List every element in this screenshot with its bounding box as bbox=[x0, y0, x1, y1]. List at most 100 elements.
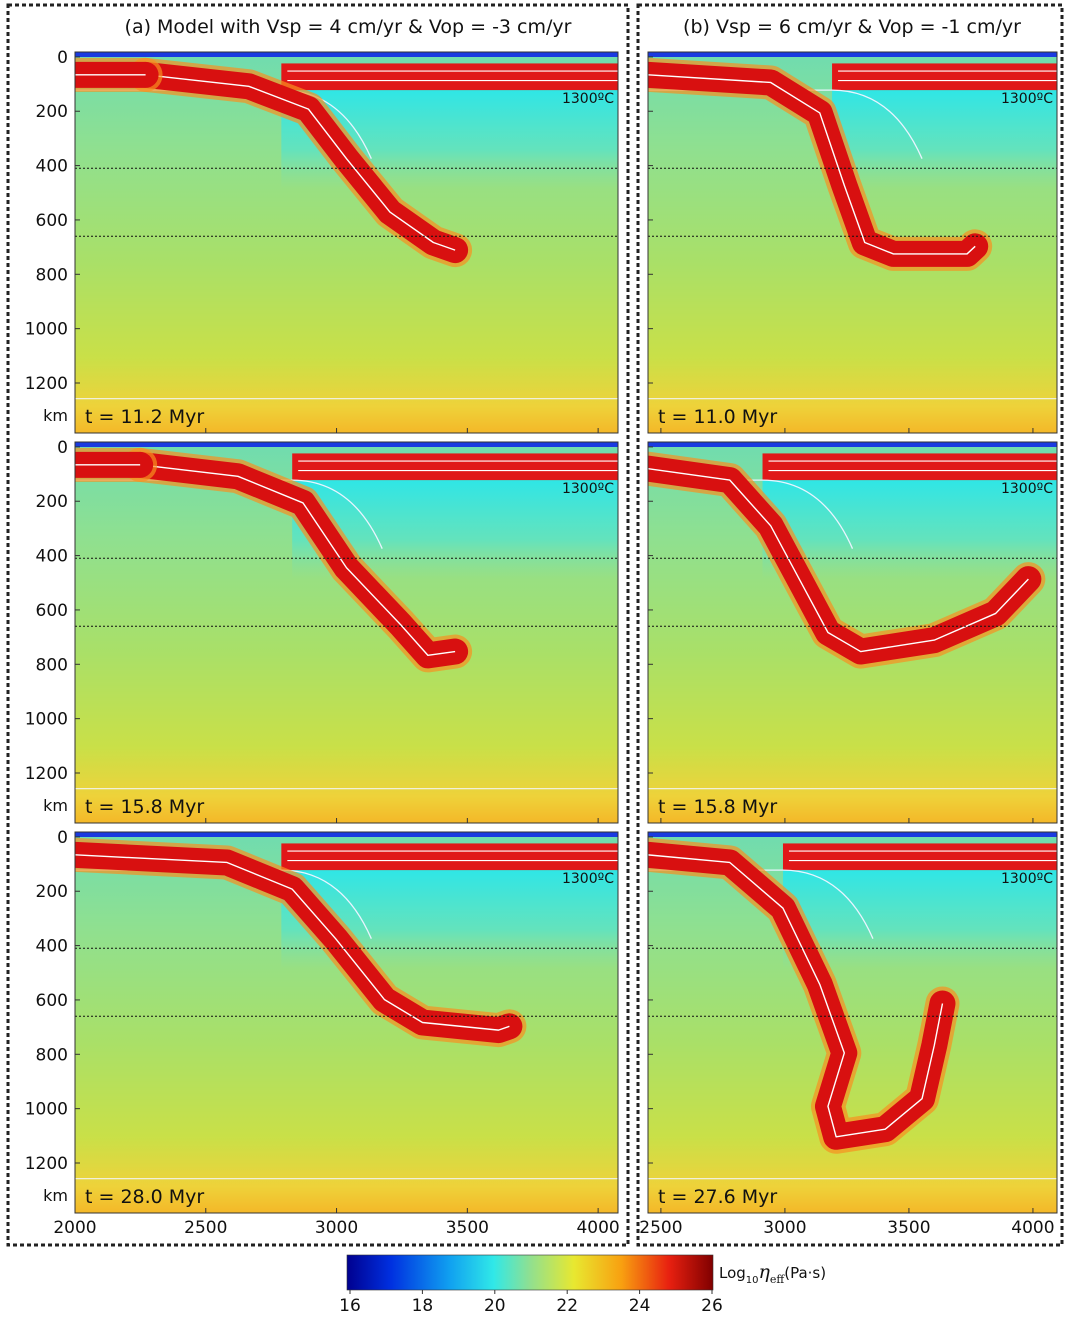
colorbar-tick-label: 18 bbox=[412, 1296, 434, 1316]
panel-frame bbox=[74, 831, 619, 1214]
x-tick-label: 4000 bbox=[576, 1218, 619, 1238]
y-tick-label: 1200 bbox=[25, 374, 68, 394]
y-tick-label: 0 bbox=[57, 438, 68, 458]
panel: 1300ºC t = 28.0 Myr 0 200 400 600 800 1000 1200 k… bbox=[25, 828, 620, 1238]
y-tick-label: 0 bbox=[57, 828, 68, 848]
slab-core bbox=[140, 464, 456, 657]
colorbar-label-part: Log bbox=[719, 1264, 746, 1282]
y-tick-label: 800 bbox=[36, 1045, 68, 1065]
x-tick-label: 2000 bbox=[53, 1218, 96, 1238]
y-tick-label: 1000 bbox=[25, 320, 68, 340]
slab-core bbox=[75, 854, 510, 1031]
panel-frame bbox=[647, 51, 1058, 434]
panel: 1300ºC t = 11.2 Myr 0 200 400 600 800 1000 1200 k… bbox=[25, 48, 619, 434]
panel: 1300ºC t = 27.6 Myr 2500 3000 3500 4000 bbox=[639, 831, 1058, 1238]
column-title: (a) Model with Vsp = 4 cm/yr & Vop = -3 … bbox=[125, 16, 572, 38]
panel-field bbox=[648, 832, 1057, 1213]
y-tick-label: 200 bbox=[36, 882, 68, 902]
isotherm-label: 1300ºC bbox=[1001, 871, 1053, 887]
isotherm-label: 1300ºC bbox=[1001, 481, 1053, 497]
panel-field bbox=[75, 52, 618, 433]
isotherm-label: 1300ºC bbox=[562, 871, 614, 887]
panel-field bbox=[648, 52, 1057, 433]
panel: 1300ºC t = 15.8 Myr 0 200 400 600 800 1000 1200 k… bbox=[25, 438, 619, 824]
y-tick-label: 600 bbox=[36, 991, 68, 1011]
isotherm-label: 1300ºC bbox=[1001, 91, 1053, 107]
y-unit: km bbox=[43, 1186, 68, 1205]
isotherm-label: 1300ºC bbox=[562, 91, 614, 107]
colorbar-label-part: eff bbox=[770, 1273, 786, 1286]
x-tick-label: 2500 bbox=[184, 1218, 227, 1238]
y-unit: km bbox=[43, 796, 68, 815]
y-unit: km bbox=[43, 406, 68, 425]
x-tick-label: 3500 bbox=[887, 1218, 930, 1238]
panel-frame bbox=[74, 51, 619, 434]
colorbar-label-part: η bbox=[759, 1261, 771, 1283]
y-tick-label: 200 bbox=[36, 102, 68, 122]
colorbar-tick-label: 20 bbox=[484, 1296, 506, 1316]
overriding-plate bbox=[292, 453, 618, 481]
isotherm-1300 bbox=[648, 869, 874, 939]
mantle-wedge bbox=[762, 480, 1057, 580]
mantle-wedge bbox=[782, 870, 1057, 970]
time-label: t = 27.6 Myr bbox=[658, 1186, 777, 1208]
y-tick-label: 1200 bbox=[25, 764, 68, 784]
x-tick-label: 3500 bbox=[446, 1218, 489, 1238]
y-tick-label: 1200 bbox=[25, 1154, 68, 1174]
panel: 1300ºC t = 15.8 Myr bbox=[647, 441, 1058, 824]
overriding-plate bbox=[782, 843, 1057, 871]
colorbar-tick-label: 16 bbox=[339, 1296, 361, 1316]
surface-layer bbox=[648, 52, 1057, 57]
colorbar-label-part: (Pa·s) bbox=[784, 1264, 826, 1282]
time-label: t = 15.8 Myr bbox=[658, 796, 777, 818]
y-tick-label: 400 bbox=[36, 547, 68, 567]
overriding-plate bbox=[832, 63, 1057, 91]
time-label: t = 28.0 Myr bbox=[85, 1186, 204, 1208]
y-tick-label: 1000 bbox=[25, 1100, 68, 1120]
time-label: t = 11.2 Myr bbox=[85, 406, 204, 428]
column-frame bbox=[6, 3, 630, 1247]
y-tick-label: 800 bbox=[36, 265, 68, 285]
overriding-plate bbox=[281, 843, 618, 871]
surface-layer bbox=[648, 832, 1057, 837]
x-tick-label: 2500 bbox=[639, 1218, 682, 1238]
time-label: t = 11.0 Myr bbox=[658, 406, 777, 428]
colorbar-label: Log10ηeff(Pa·s) bbox=[719, 1261, 826, 1286]
y-tick-label: 1000 bbox=[25, 710, 68, 730]
panel-frame bbox=[647, 831, 1058, 1214]
y-tick-label: 400 bbox=[36, 157, 68, 177]
surface-layer bbox=[75, 442, 618, 447]
colorbar-label-part: 10 bbox=[746, 1275, 759, 1286]
time-label: t = 15.8 Myr bbox=[85, 796, 204, 818]
colorbar-tick-label: 24 bbox=[629, 1296, 651, 1316]
isotherm-label: 1300ºC bbox=[562, 481, 614, 497]
colorbar bbox=[346, 1254, 714, 1291]
panel-frame bbox=[647, 441, 1058, 824]
y-tick-label: 0 bbox=[57, 48, 68, 68]
slab-core bbox=[648, 467, 1029, 653]
panel-field bbox=[75, 442, 618, 823]
surface-layer bbox=[75, 52, 618, 57]
isotherm-1300 bbox=[648, 479, 854, 549]
surface-layer bbox=[75, 832, 618, 837]
mantle-wedge bbox=[832, 90, 1057, 190]
surface-layer bbox=[648, 442, 1057, 447]
y-tick-label: 800 bbox=[36, 655, 68, 675]
x-tick-label: 4000 bbox=[1011, 1218, 1054, 1238]
y-tick-label: 600 bbox=[36, 211, 68, 231]
colorbar-tick-label: 22 bbox=[556, 1296, 578, 1316]
slab-core bbox=[648, 854, 944, 1138]
column-title: (b) Vsp = 6 cm/yr & Vop = -1 cm/yr bbox=[683, 16, 1021, 38]
slab-core bbox=[145, 74, 456, 251]
overriding-plate bbox=[281, 63, 618, 91]
panel-frame bbox=[74, 441, 619, 824]
panel-field bbox=[648, 442, 1057, 823]
overriding-plate bbox=[762, 453, 1057, 481]
slab-core bbox=[648, 74, 976, 255]
colorbar-tick-label: 26 bbox=[701, 1296, 723, 1316]
y-tick-label: 600 bbox=[36, 601, 68, 621]
x-tick-label: 3000 bbox=[315, 1218, 358, 1238]
panel: 1300ºC t = 11.0 Myr bbox=[647, 51, 1058, 434]
x-tick-label: 3000 bbox=[763, 1218, 806, 1238]
